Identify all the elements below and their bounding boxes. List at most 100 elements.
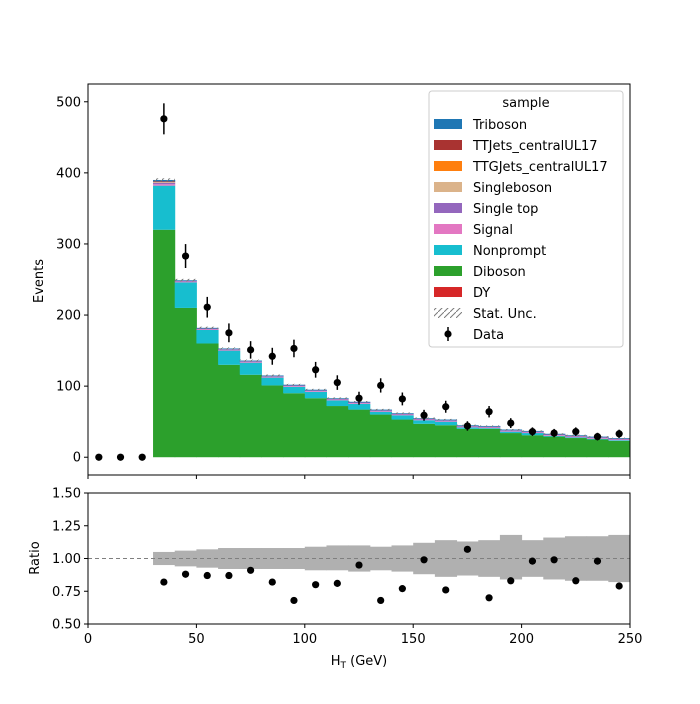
bar-singleboson — [153, 182, 176, 183]
bar-nonprompt — [218, 350, 241, 365]
bar-nonprompt — [391, 415, 414, 420]
stat-unc-band — [608, 437, 630, 440]
stat-unc-band — [478, 425, 500, 427]
bar-diboson — [153, 229, 176, 458]
bar-signal — [283, 386, 306, 387]
bar-diboson — [369, 414, 393, 458]
legend-label: Stat. Unc. — [473, 307, 537, 322]
bar-diboson — [348, 409, 371, 458]
bar-single-top — [434, 420, 458, 421]
ratio-point — [225, 571, 233, 580]
ratio-point — [615, 582, 623, 590]
main-plot-border — [87, 83, 631, 476]
legend-marker-data — [444, 330, 452, 338]
ratio-point — [572, 577, 580, 585]
x-axis-label-unit: (GeV) — [346, 654, 387, 669]
bar-nonprompt — [326, 400, 349, 407]
stat-unc-band — [326, 397, 349, 399]
ratio-unc-band — [326, 545, 349, 571]
bar-diboson — [521, 435, 544, 458]
data-point — [550, 429, 558, 437]
ratio-plot-panel: 0.50 0.75 1.00 1.25 1.50 Ratio — [28, 487, 631, 633]
bar-single-top — [326, 398, 349, 400]
legend-swatch — [434, 119, 462, 129]
bar-nonprompt — [174, 282, 197, 308]
bar-nonprompt — [196, 329, 219, 344]
bar-single-top — [304, 390, 327, 392]
bar-diboson — [196, 343, 219, 458]
ratio-plot-border — [87, 492, 631, 625]
ratio-point — [420, 556, 428, 564]
ratio-unc-band — [369, 546, 393, 571]
bar-diboson — [283, 393, 306, 458]
bar-signal — [196, 329, 219, 330]
legend-swatch — [434, 266, 462, 276]
ratio-y-tick-label: 1.25 — [52, 519, 81, 534]
data-point — [398, 395, 406, 403]
data-point — [290, 344, 298, 353]
legend-label: Signal — [473, 223, 513, 238]
data-point — [95, 453, 103, 461]
bar-single-top — [564, 435, 588, 437]
data-point — [181, 252, 190, 260]
bar-signal — [218, 349, 241, 351]
stat-unc-band — [369, 408, 392, 411]
ratio-unc-band — [174, 550, 197, 567]
stat-unc-band — [239, 359, 262, 362]
data-point — [312, 366, 320, 374]
ratio-point — [333, 579, 341, 587]
ratio-unc-band — [391, 545, 414, 572]
legend-title: sample — [502, 96, 549, 111]
data-point — [203, 303, 211, 311]
bar-nonprompt — [478, 428, 501, 429]
legend-swatch — [434, 140, 462, 150]
bar-diboson — [499, 433, 523, 458]
bar-diboson — [239, 374, 262, 458]
bar-single-top — [153, 182, 176, 185]
main-y-tick-label: 300 — [56, 237, 81, 252]
legend-swatch — [434, 287, 462, 297]
bar-signal — [326, 399, 349, 401]
ratio-point — [528, 557, 537, 565]
ratio-unc-band — [608, 534, 631, 583]
bar-single-top — [391, 413, 414, 415]
main-y-tick-label: 400 — [56, 166, 81, 181]
bar-signal — [608, 439, 631, 441]
main-y-tick-label: 0 — [73, 451, 81, 466]
ratio-unc-band — [499, 534, 523, 580]
bar-diboson — [543, 436, 566, 458]
ratio-point — [247, 566, 255, 574]
ratio-point — [485, 594, 493, 602]
legend-label: Triboson — [472, 118, 527, 133]
ratio-point — [203, 571, 211, 580]
ratio-y-axis-label: Ratio — [28, 541, 43, 574]
bar-diboson — [434, 425, 458, 458]
bar-single-top — [283, 385, 306, 387]
stat-unc-band — [283, 383, 305, 386]
stat-unc-band — [304, 388, 327, 391]
bar-signal — [153, 184, 176, 186]
bar-nonprompt — [348, 403, 371, 410]
x-axis-label: HT (GeV) — [331, 654, 388, 671]
ratio-point — [442, 586, 450, 594]
ratio-y-tick-label: 1.50 — [52, 487, 81, 502]
stat-unc-band — [499, 428, 522, 431]
legend-swatch — [434, 182, 462, 192]
data-point — [420, 411, 428, 419]
legend-label: Singleboson — [473, 181, 552, 196]
ratio-point — [181, 570, 190, 578]
ratio-point — [355, 561, 363, 569]
bar-nonprompt — [413, 420, 436, 424]
legend-label: Nonprompt — [473, 244, 546, 259]
stat-unc-band — [391, 412, 414, 414]
bar-nonprompt — [304, 391, 327, 399]
bar-diboson — [261, 385, 284, 458]
x-tick-label: 250 — [618, 632, 643, 647]
data-point — [528, 428, 537, 436]
legend-label: Data — [473, 328, 504, 343]
data-point — [442, 403, 450, 411]
bar-nonprompt — [261, 377, 284, 386]
bar-signal — [564, 436, 588, 438]
data-point — [247, 346, 255, 354]
